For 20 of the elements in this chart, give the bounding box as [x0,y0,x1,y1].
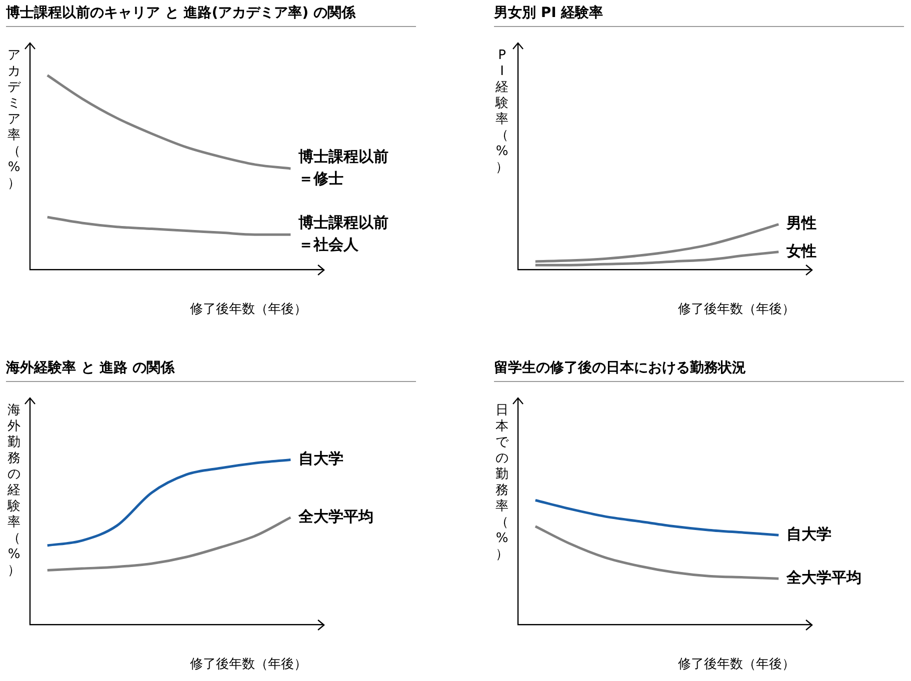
x-axis-title: 修了後年数（年後） [678,301,795,318]
y-axis-title: PI経験率（%） [494,48,510,176]
text: 日本での勤務率（%） [496,403,508,562]
chart-title: 博士課程以前のキャリア と 進路(アカデミア率) の関係 [6,4,416,27]
x-axis-title: 修了後年数（年後） [190,656,307,673]
x-axis-title: 修了後年数（年後） [190,301,307,318]
series-label: 博士課程以前＝修士 [298,147,389,188]
series-label: 全大学平均 [298,507,374,526]
series-label: 女性 [786,242,817,260]
series-label: 自大学 [298,450,344,468]
series-label: 自大学 [786,524,832,543]
text: 海外勤務の経験率（%） [8,403,20,578]
series-label: 全大学平均 [786,568,862,586]
series-label: 博士課程以前＝社会人 [298,214,389,254]
series-label: 男性 [786,214,817,232]
text: アカデミア率（%） [8,48,20,191]
chart-title: 海外経験率 と 進路 の関係 [6,359,416,382]
x-axis-title: 修了後年数（年後） [678,656,795,673]
chart-title: 留学生の修了後の日本における勤務状況 [494,359,904,382]
chart-title: 男女別 PI 経験率 [494,4,904,27]
